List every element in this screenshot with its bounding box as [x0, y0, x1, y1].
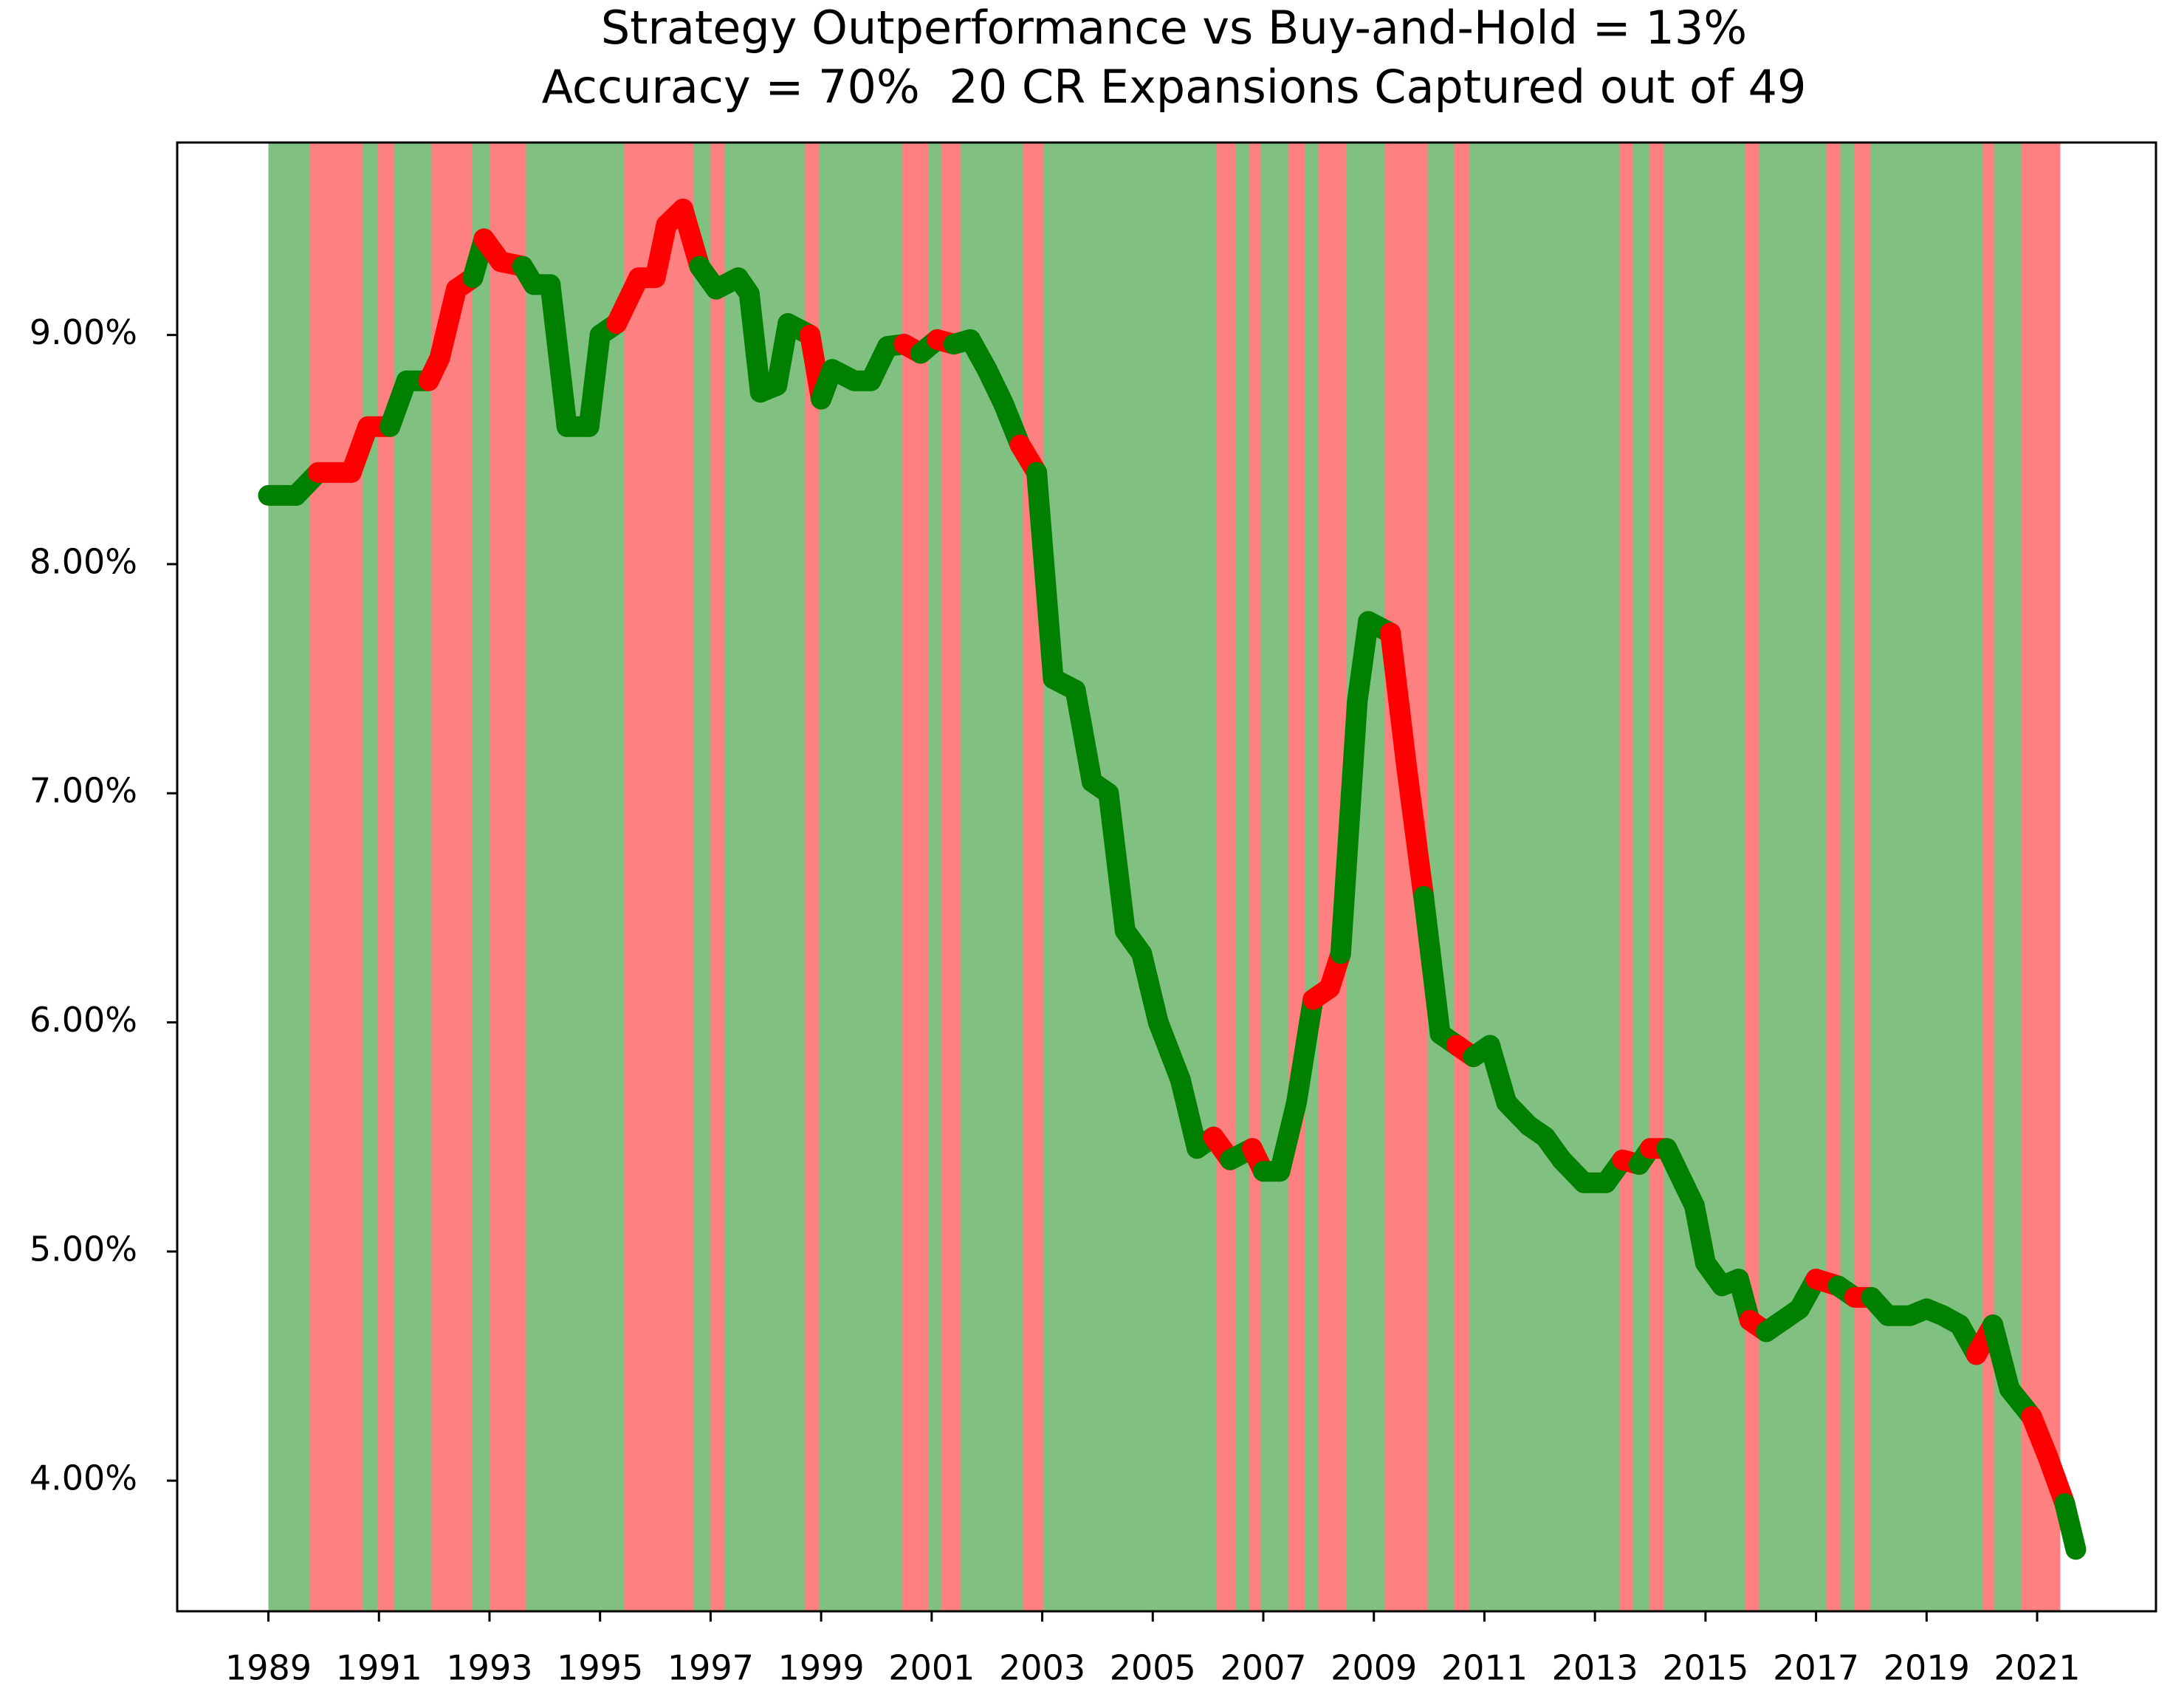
line-segment	[1026, 462, 1064, 690]
x-tick-label: 2017	[1773, 1648, 1859, 1688]
x-tick-label: 1997	[667, 1648, 754, 1688]
red-band	[309, 143, 363, 1611]
red-band	[941, 143, 961, 1611]
line-segment	[1131, 943, 1169, 1033]
red-band	[1023, 143, 1044, 1611]
red-band	[710, 143, 725, 1611]
x-tick-label: 2019	[1884, 1648, 1970, 1688]
x-tick-label: 2015	[1662, 1648, 1748, 1688]
line-segment	[1396, 760, 1435, 907]
chart-title: Strategy Outperformance vs Buy-and-Hold …	[601, 1, 1747, 55]
line-layer	[258, 198, 2087, 1560]
red-band	[1249, 143, 1261, 1611]
y-tick-label: 9.00%	[30, 312, 137, 352]
line-segment	[578, 324, 611, 437]
red-band	[1826, 143, 1841, 1611]
line-segment	[1170, 1069, 1208, 1159]
x-tick-label: 1993	[446, 1648, 532, 1688]
red-band	[1216, 143, 1236, 1611]
y-tick-label: 4.00%	[30, 1458, 137, 1498]
red-band	[902, 143, 929, 1611]
x-tick-label: 2003	[999, 1648, 1085, 1688]
line-segment	[1285, 989, 1324, 1114]
red-band	[805, 143, 820, 1611]
line-segment	[540, 274, 577, 437]
green-band	[268, 143, 2061, 1611]
bands	[268, 143, 2061, 1611]
line-segment	[1269, 1092, 1307, 1182]
line-segment	[1413, 885, 1451, 1045]
line-segment	[1380, 623, 1418, 781]
chart-subtitle: Accuracy = 70% 20 CR Expansions Captured…	[542, 60, 1807, 114]
plot-frame	[176, 141, 2157, 1613]
line-segment	[429, 278, 467, 368]
x-tick-label: 1995	[557, 1648, 643, 1688]
red-band	[1649, 143, 1663, 1611]
line-segment	[1330, 691, 1368, 964]
line-segment	[1982, 1314, 2020, 1400]
line-segment	[2054, 1493, 2087, 1560]
x-tick-label: 1989	[225, 1648, 312, 1688]
red-band	[1854, 143, 1871, 1611]
x-tick-label: 1999	[778, 1648, 865, 1688]
red-band	[1745, 143, 1759, 1611]
line-segment	[1347, 611, 1379, 713]
x-tick-label: 1991	[336, 1648, 422, 1688]
line-segment	[738, 283, 771, 403]
line-segment	[1098, 783, 1136, 942]
y-tick-label: 5.00%	[30, 1229, 137, 1269]
red-band	[1455, 143, 1470, 1611]
x-tick-label: 2005	[1110, 1648, 1196, 1688]
red-band	[1288, 143, 1305, 1611]
red-band	[623, 143, 694, 1611]
x-tick-label: 2013	[1552, 1648, 1638, 1688]
red-band	[1619, 143, 1633, 1611]
y-tick-label: 8.00%	[30, 541, 137, 581]
x-tick-label: 2011	[1441, 1648, 1528, 1688]
red-band	[1982, 143, 1994, 1611]
x-tick-label: 2007	[1220, 1648, 1306, 1688]
red-band	[377, 143, 395, 1611]
y-tick-label: 6.00%	[30, 1000, 137, 1040]
red-band	[489, 143, 526, 1611]
x-tick-label: 2021	[1994, 1648, 2081, 1688]
y-tick-label: 7.00%	[30, 771, 137, 811]
red-band	[2022, 143, 2061, 1611]
x-tick-label: 2009	[1331, 1648, 1417, 1688]
axes: 4.00% 5.00% 6.00% 7.00% 8.00% 9.00% 1989 1991 19…	[30, 312, 2081, 1687]
x-tick-label: 2001	[888, 1648, 975, 1688]
red-band	[431, 143, 473, 1611]
line-segment	[1065, 679, 1102, 792]
